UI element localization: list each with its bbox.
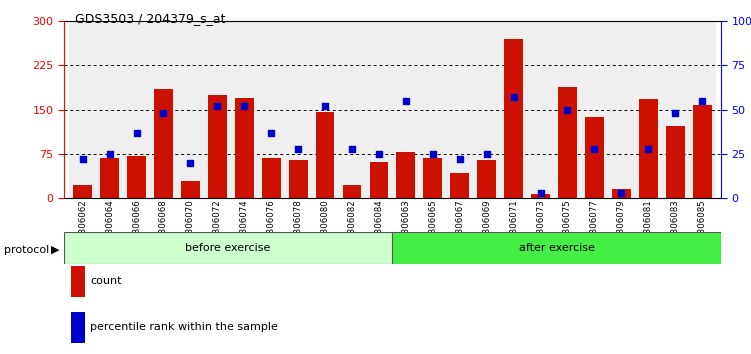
Bar <box>285 21 312 198</box>
Bar <box>581 21 608 198</box>
Bar <box>123 21 150 198</box>
Point <box>77 156 89 162</box>
Point <box>373 151 385 157</box>
Point <box>131 130 143 136</box>
Bar <box>69 21 96 198</box>
Point <box>642 146 654 152</box>
Point <box>319 103 331 109</box>
Bar <box>64 232 392 264</box>
Bar <box>585 118 604 198</box>
Point <box>238 103 250 109</box>
Point <box>104 151 116 157</box>
Bar <box>100 158 119 198</box>
Bar <box>446 21 473 198</box>
Bar <box>451 173 469 198</box>
Bar <box>558 87 577 198</box>
Bar <box>288 160 308 198</box>
Bar <box>315 112 334 198</box>
Text: GDS3503 / 204379_s_at: GDS3503 / 204379_s_at <box>75 12 225 25</box>
Text: protocol: protocol <box>4 245 49 255</box>
Bar <box>181 181 200 198</box>
Bar <box>477 160 496 198</box>
Text: percentile rank within the sample: percentile rank within the sample <box>90 322 278 332</box>
Bar <box>258 21 285 198</box>
Bar <box>665 126 685 198</box>
Bar <box>608 21 635 198</box>
Point <box>211 103 223 109</box>
Bar <box>504 39 523 198</box>
Point <box>427 151 439 157</box>
Bar <box>692 105 711 198</box>
Bar <box>127 156 146 198</box>
Bar <box>500 21 527 198</box>
Point <box>454 156 466 162</box>
Bar <box>612 189 631 198</box>
Text: after exercise: after exercise <box>519 243 595 253</box>
Text: count: count <box>90 276 122 286</box>
Point <box>481 151 493 157</box>
Point <box>615 190 627 196</box>
Bar <box>635 21 662 198</box>
Point <box>158 110 170 116</box>
Point <box>696 98 708 104</box>
Point <box>265 130 277 136</box>
Bar <box>96 21 123 198</box>
Bar <box>639 99 658 198</box>
Point <box>588 146 600 152</box>
Bar <box>177 21 204 198</box>
Bar <box>554 21 581 198</box>
Bar <box>531 194 550 198</box>
Bar <box>689 21 716 198</box>
Bar <box>527 21 554 198</box>
Bar <box>662 21 689 198</box>
Bar <box>231 21 258 198</box>
Bar <box>312 21 339 198</box>
Bar <box>154 89 173 198</box>
Bar <box>397 152 415 198</box>
Bar <box>339 21 366 198</box>
Bar <box>262 158 281 198</box>
Bar <box>150 21 177 198</box>
Text: before exercise: before exercise <box>185 243 271 253</box>
Bar <box>366 21 392 198</box>
Bar <box>392 21 419 198</box>
Bar <box>74 185 92 198</box>
Text: ▶: ▶ <box>51 245 59 255</box>
Point <box>669 110 681 116</box>
Bar <box>342 185 361 198</box>
Point <box>562 107 574 113</box>
Point <box>535 190 547 196</box>
Bar <box>204 21 231 198</box>
Bar <box>208 95 227 198</box>
Bar <box>473 21 500 198</box>
Bar <box>424 158 442 198</box>
Bar <box>369 162 388 198</box>
Bar <box>419 21 446 198</box>
Bar <box>235 98 254 198</box>
Point <box>508 95 520 100</box>
Point <box>185 160 197 166</box>
Point <box>400 98 412 104</box>
Point <box>292 146 304 152</box>
Point <box>346 146 358 152</box>
Bar <box>392 232 721 264</box>
